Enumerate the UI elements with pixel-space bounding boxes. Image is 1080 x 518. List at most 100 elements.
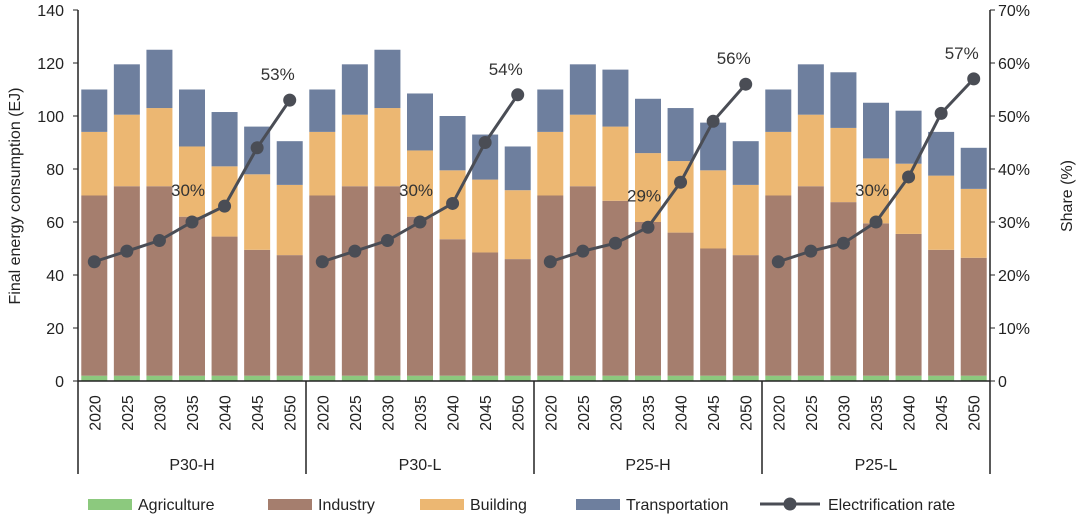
bar-agriculture-P25-H-2050: [732, 375, 759, 381]
electrification-point-P25-H-2045: [706, 114, 720, 128]
y-tick-label: 60: [46, 215, 64, 232]
x-tick-label: 2020: [315, 395, 332, 431]
annotation-label: 30%: [171, 181, 205, 200]
bar-transportation-P30-H-2035: [179, 89, 205, 147]
y-tick-label: 120: [37, 56, 64, 73]
y-tick-label: 0: [55, 374, 64, 391]
annotation-label: 29%: [627, 186, 661, 205]
legend-label: Transportation: [626, 497, 729, 514]
bar-transportation-P30-L-2020: [309, 89, 336, 132]
bar-agriculture-P25-H-2045: [700, 375, 727, 381]
x-tick-label: 2035: [641, 395, 658, 431]
group-label: P30-L: [399, 457, 442, 474]
electrification-point-P25-H-2030: [608, 236, 622, 250]
bar-agriculture-P30-L-2045: [472, 375, 499, 381]
bar-transportation-P25-H-2020: [537, 89, 564, 132]
y-axis-title: Final energy consumption (EJ): [7, 88, 24, 305]
bar-industry-P30-L-2020: [309, 195, 336, 376]
electrification-point-P30-L-2025: [348, 244, 362, 258]
bar-agriculture-P25-L-2040: [895, 375, 922, 381]
bar-transportation-P25-L-2025: [797, 64, 824, 115]
x-tick-label: 2040: [218, 395, 235, 431]
x-tick-label: 2035: [413, 395, 430, 431]
bar-industry-P25-L-2025: [797, 186, 824, 376]
bar-industry-P25-L-2050: [960, 257, 987, 376]
electrification-point-P30-L-2035: [413, 215, 427, 229]
bar-transportation-P25-L-2035: [863, 102, 889, 159]
bar-building-P30-L-2030: [374, 108, 401, 187]
x-tick-label: 2040: [674, 395, 691, 431]
bar-transportation-P25-H-2025: [569, 64, 596, 115]
x-tick-label: 2030: [608, 395, 625, 431]
bar-agriculture-P30-L-2050: [504, 375, 531, 381]
bar-transportation-P30-L-2040: [439, 116, 466, 171]
bar-agriculture-P25-H-2040: [667, 375, 694, 381]
legend-label: Agriculture: [138, 497, 215, 514]
bar-industry-P30-L-2025: [341, 186, 368, 376]
bar-agriculture-P25-H-2030: [602, 375, 629, 381]
x-tick-label: 2030: [152, 395, 169, 431]
legend-label: Electrification rate: [828, 497, 955, 514]
bar-transportation-P25-L-2030: [830, 72, 857, 128]
y-tick-label: 100: [37, 109, 64, 126]
electrification-point-P30-L-2020: [315, 255, 329, 269]
bar-agriculture-P30-H-2040: [211, 375, 238, 381]
bar-industry-P30-L-2045: [472, 252, 499, 376]
electrification-point-P30-H-2030: [152, 234, 166, 248]
bar-building-P30-L-2050: [504, 190, 531, 260]
x-tick-label: 2020: [543, 395, 560, 431]
bar-agriculture-P25-L-2020: [765, 375, 792, 381]
electrification-point-P25-L-2035: [869, 215, 883, 229]
bar-building-P25-H-2040: [667, 161, 694, 233]
bar-industry-P30-H-2040: [211, 236, 238, 376]
bar-building-P25-H-2025: [569, 114, 596, 187]
y-tick-label: 140: [37, 3, 64, 20]
bar-transportation-P25-L-2040: [895, 110, 922, 164]
bar-agriculture-P30-H-2020: [81, 375, 108, 381]
electrification-point-P30-H-2045: [250, 141, 264, 155]
bar-industry-P25-H-2035: [635, 222, 661, 376]
bar-transportation-P30-L-2035: [407, 93, 433, 151]
group-label: P30-H: [169, 457, 214, 474]
bar-industry-P25-H-2020: [537, 195, 564, 376]
bar-industry-P25-L-2040: [895, 233, 922, 376]
y-right-tick-label: 70%: [998, 3, 1030, 20]
bar-transportation-P25-H-2045: [700, 122, 727, 171]
bar-building-P25-L-2050: [960, 188, 987, 258]
bar-industry-P30-H-2030: [146, 186, 173, 376]
bar-transportation-P30-H-2040: [211, 112, 238, 167]
bar-building-P30-H-2035: [179, 146, 205, 217]
bar-transportation-P25-L-2050: [960, 147, 987, 189]
x-tick-label: 2050: [739, 395, 756, 431]
bar-industry-P30-H-2035: [179, 216, 205, 376]
bar-industry-P25-L-2030: [830, 202, 857, 376]
electrification-point-P25-L-2020: [771, 255, 785, 269]
bar-transportation-P30-L-2050: [504, 146, 531, 191]
bar-industry-P25-H-2030: [602, 200, 629, 376]
x-tick-label: 2025: [804, 395, 821, 431]
bar-industry-P30-H-2050: [276, 255, 303, 376]
x-tick-label: 2045: [478, 395, 495, 431]
bar-transportation-P25-L-2020: [765, 89, 792, 132]
x-tick-label: 2025: [576, 395, 593, 431]
bar-industry-P30-L-2040: [439, 239, 466, 376]
bar-agriculture-P30-L-2035: [407, 375, 433, 381]
electrification-point-P30-H-2040: [218, 199, 232, 213]
y-right-tick-label: 30%: [998, 215, 1030, 232]
bar-industry-P25-L-2035: [863, 223, 889, 376]
bar-industry-P30-H-2045: [244, 249, 271, 376]
y-tick-label: 20: [46, 321, 64, 338]
bar-industry-P30-L-2035: [407, 216, 433, 376]
electrification-point-P25-H-2020: [543, 255, 557, 269]
electrification-point-P30-H-2020: [87, 255, 101, 269]
bar-agriculture-P30-H-2035: [179, 375, 205, 381]
y-right-axis-title: Share (%): [1059, 160, 1076, 232]
bar-transportation-P25-H-2050: [732, 141, 759, 185]
bar-transportation-P25-H-2040: [667, 108, 694, 162]
group-label: P25-H: [625, 457, 670, 474]
bar-industry-P30-L-2050: [504, 259, 531, 376]
electrification-point-P25-L-2030: [836, 236, 850, 250]
bar-agriculture-P30-L-2025: [341, 375, 368, 381]
electrification-point-P30-L-2050: [511, 88, 525, 102]
annotation-label: 56%: [717, 49, 751, 68]
